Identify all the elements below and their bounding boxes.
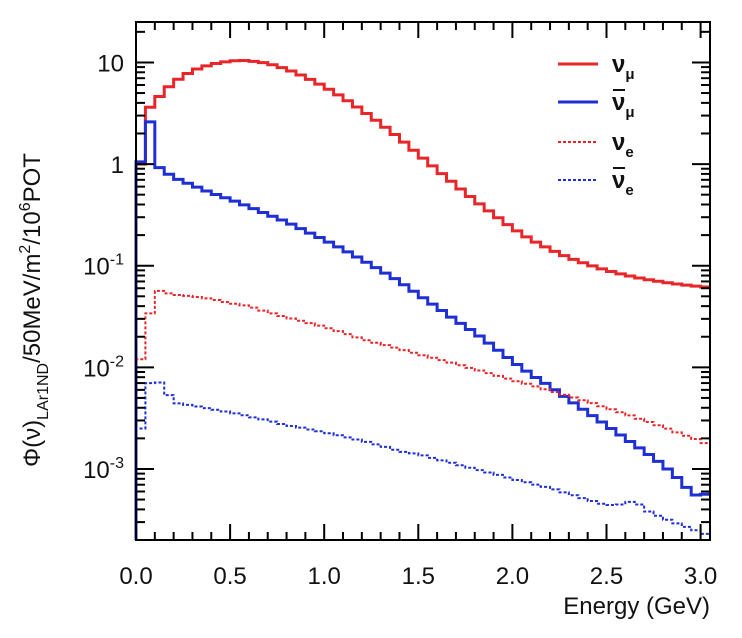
- legend-label-2: νμ: [612, 89, 635, 121]
- y-axis-label-subscript: LAr1ND: [35, 363, 52, 420]
- y-tick-label: 10-2: [83, 353, 124, 382]
- x-tick-label: 3.0: [684, 563, 717, 590]
- y-tick-label: 1: [111, 152, 124, 179]
- x-tick-label: 0.5: [213, 563, 246, 590]
- x-tick-label: 2.5: [590, 563, 623, 590]
- legend: νμ νμ νe νe: [558, 51, 635, 199]
- x-tick-label: 2.0: [496, 563, 529, 590]
- series-3-line: [135, 289, 710, 540]
- y-axis-tick-labels: 10 1 10-1 10-2 10-3: [83, 50, 124, 484]
- legend-label-4: νe: [612, 167, 634, 199]
- series-layer: [134, 59, 710, 540]
- series-4-line: [135, 381, 710, 540]
- legend-label-1: νμ: [612, 51, 635, 83]
- series-2-line: [134, 120, 710, 540]
- y-axis-label-phi: Φ(ν): [19, 420, 46, 467]
- y-tick-label: 10-1: [83, 252, 124, 281]
- y-axis-label-pot-exponent: 6: [17, 202, 34, 211]
- y-axis-label-area-exponent: 2: [17, 245, 34, 254]
- series-1-line: [134, 59, 710, 540]
- y-axis-label-pot: POT: [19, 153, 46, 203]
- y-axis-label: Φ(ν)LAr1ND/50MeV/m2/106POT: [17, 153, 52, 467]
- x-axis-tick-labels: 0.0 0.5 1.0 1.5 2.0 2.5 3.0: [119, 563, 717, 590]
- x-tick-label: 1.5: [402, 563, 435, 590]
- y-tick-label: 10-3: [83, 455, 124, 484]
- x-tick-label: 0.0: [119, 563, 152, 590]
- y-axis-ticks: [136, 30, 710, 541]
- y-axis-label-per: /10: [19, 211, 46, 244]
- x-axis-label: Energy (GeV): [563, 593, 710, 620]
- y-tick-label: 10: [97, 50, 124, 77]
- x-tick-label: 1.0: [308, 563, 341, 590]
- y-axis-label-per-energy: /50MeV/m: [19, 254, 46, 363]
- legend-label-3: νe: [612, 129, 634, 161]
- x-axis-ticks: [135, 22, 702, 540]
